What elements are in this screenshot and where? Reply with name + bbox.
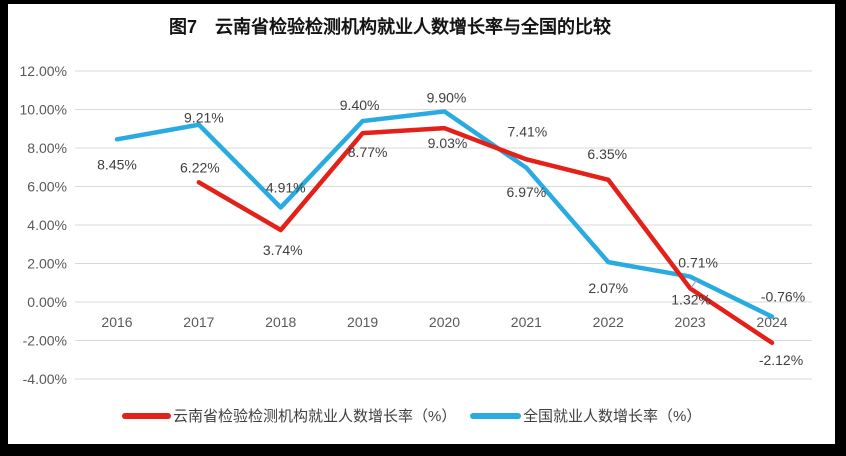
- y-axis-tick-label: -4.00%: [23, 371, 67, 387]
- data-label-yunnan-2022: 6.35%: [587, 146, 627, 162]
- y-axis-tick-labels: 12.00% 10.00% 8.00% 6.00% 4.00% 2.00% 0.00% -2.…: [20, 63, 67, 387]
- x-axis-category-label: 2019: [347, 314, 378, 330]
- x-axis-category-label: 2020: [429, 314, 460, 330]
- data-label-national-2017: 9.21%: [184, 110, 224, 126]
- x-axis-category-label: 2018: [265, 314, 296, 330]
- y-axis-tick-label: 6.00%: [27, 179, 67, 195]
- y-axis-tick-label: 12.00%: [20, 63, 67, 79]
- y-axis-tick-label: 10.00%: [20, 102, 67, 118]
- data-label-yunnan-2023: 0.71%: [678, 254, 718, 270]
- data-label-national-2024: -0.76%: [761, 289, 805, 305]
- x-axis-category-label: 2022: [593, 314, 624, 330]
- series-line-yunnan: [196, 125, 775, 346]
- data-label-national-2020: 9.90%: [427, 89, 467, 105]
- chart-legend: 云南省检验检测机构就业人数增长率（%） 全国就业人数增长率（%）: [122, 407, 701, 425]
- chart-title: 图7 云南省检验检测机构就业人数增长率与全国的比较: [169, 16, 611, 37]
- data-label-yunnan-2024: -2.12%: [759, 352, 803, 368]
- y-axis-tick-label: 4.00%: [27, 217, 67, 233]
- data-label-national-2022: 2.07%: [588, 280, 628, 296]
- data-label-yunnan-2021: 7.41%: [508, 123, 548, 139]
- data-label-yunnan-2017: 6.22%: [180, 159, 220, 175]
- data-label-national-2018: 4.91%: [266, 179, 306, 195]
- x-axis-category-label: 2023: [675, 314, 706, 330]
- data-label-national-2016: 8.45%: [97, 156, 137, 172]
- data-label-yunnan-2018: 3.74%: [263, 242, 303, 258]
- y-axis-tick-label: 0.00%: [27, 294, 67, 310]
- series-lines: [114, 109, 775, 346]
- legend-label-yunnan: 云南省检验检测机构就业人数增长率（%）: [173, 408, 456, 425]
- chart-panel: [8, 4, 835, 444]
- data-label-national-2021: 6.97%: [507, 184, 547, 200]
- data-label-yunnan-2020: 9.03%: [428, 135, 468, 151]
- x-axis-category-label: 2017: [183, 314, 214, 330]
- series-line-national: [114, 109, 775, 319]
- y-axis-tick-label: -2.00%: [23, 333, 67, 349]
- x-axis-category-label: 2016: [101, 314, 132, 330]
- x-axis-category-labels: 2016 2017 2018 2019 2020 2021 2022 2023 2024: [101, 314, 787, 330]
- y-axis-tick-label: 2.00%: [27, 256, 67, 272]
- data-label-leader-line: [691, 279, 697, 288]
- data-label-yunnan-2019: 8.77%: [348, 144, 388, 160]
- legend-label-national: 全国就业人数增长率（%）: [523, 407, 701, 425]
- data-label-national-2023: 1.32%: [671, 292, 711, 308]
- x-axis-category-label: 2021: [511, 314, 542, 330]
- data-labels: 6.22% 3.74% 8.77% 9.03% 7.41% 6.35% 0.71% -2.12…: [97, 89, 805, 367]
- data-label-national-2019: 9.40%: [340, 97, 380, 113]
- y-axis-tick-label: 8.00%: [27, 140, 67, 156]
- x-axis-category-label: 2024: [756, 314, 787, 330]
